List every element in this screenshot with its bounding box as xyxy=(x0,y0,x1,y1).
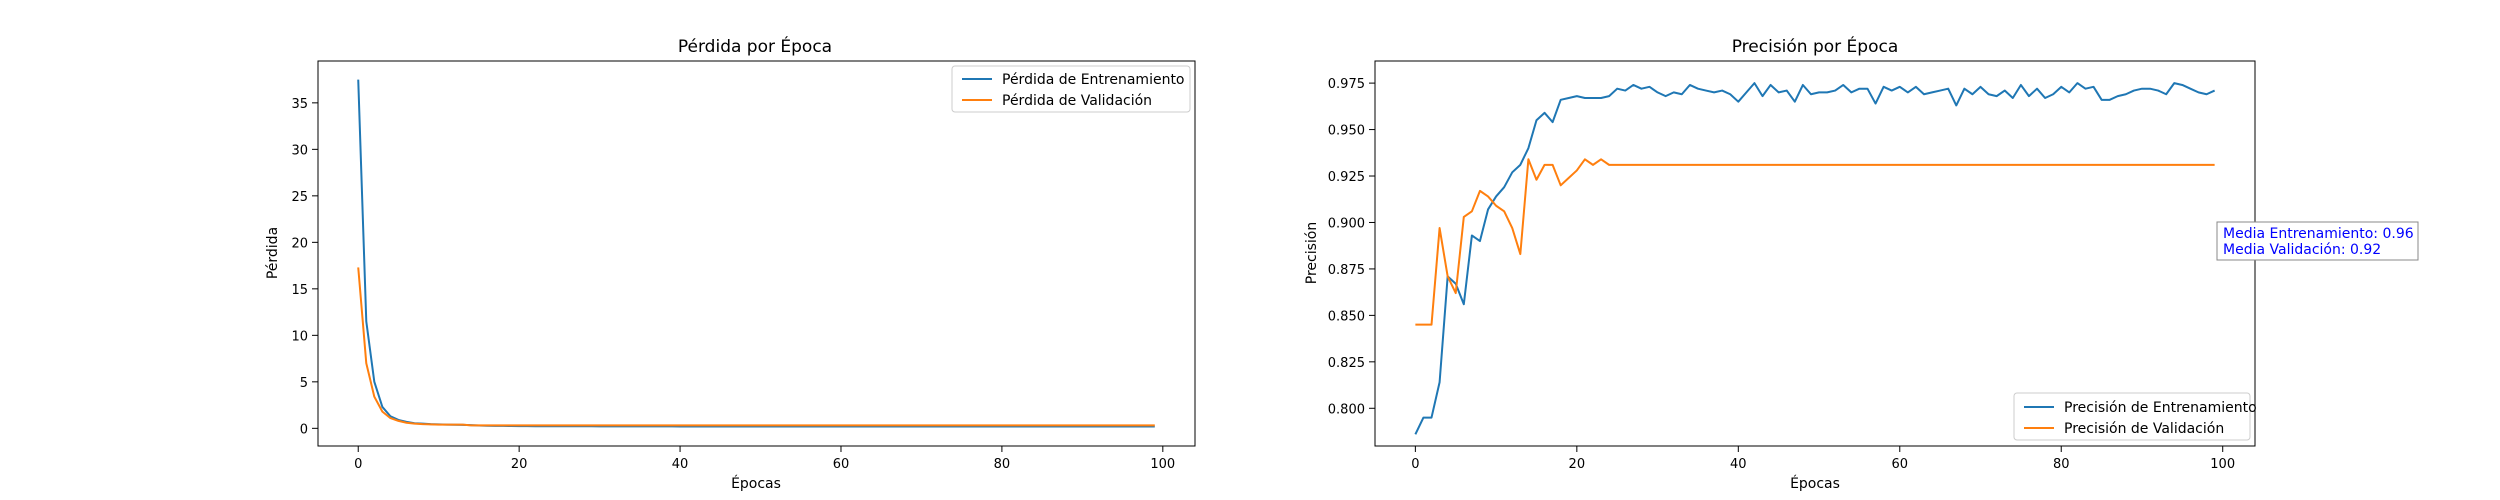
loss-y-tick-label: 25 xyxy=(291,190,308,205)
accuracy-y-tick-label: 0.825 xyxy=(1328,356,1365,371)
accuracy-x-tick-label: 20 xyxy=(1569,457,1586,472)
loss-y-tick-label: 15 xyxy=(291,283,308,298)
loss-x-axis-label: Épocas xyxy=(731,475,781,492)
loss-y-tick-label: 10 xyxy=(291,329,308,344)
loss-y-tick-label: 0 xyxy=(300,422,308,437)
accuracy-y-tick-label: 0.875 xyxy=(1328,263,1365,278)
accuracy-x-tick-label: 80 xyxy=(2053,457,2070,472)
loss-x-tick-label: 40 xyxy=(672,457,689,472)
mean-annotation-box xyxy=(2216,221,2419,261)
accuracy-legend-label-val: Precisión de Validación xyxy=(2064,421,2224,437)
loss-legend-label-val: Pérdida de Validación xyxy=(1002,93,1152,109)
accuracy-y-tick-label: 0.850 xyxy=(1328,309,1365,324)
mean-annotation-train: Media Entrenamiento: 0.96 xyxy=(2223,226,2414,242)
accuracy-series-train-line xyxy=(1414,82,2216,435)
loss-legend-label-train: Pérdida de Entrenamiento xyxy=(1002,72,1185,88)
loss-series-val-line xyxy=(357,267,1155,427)
accuracy-legend-box xyxy=(2013,392,2251,441)
loss-series-train-line xyxy=(357,79,1155,428)
loss-chart: Pérdida por Época 0 20 40 60 80 100 0 5 10 15 20 25… xyxy=(265,35,1196,492)
loss-y-axis-label: Pérdida xyxy=(265,227,281,279)
mean-annotation: Media Entrenamiento: 0.96 Media Validaci… xyxy=(2216,221,2419,261)
loss-x-tick-label: 20 xyxy=(511,457,528,472)
accuracy-legend: Precisión de Entrenamiento Precisión de … xyxy=(2013,392,2257,441)
mean-annotation-val: Media Validación: 0.92 xyxy=(2223,242,2381,258)
accuracy-chart: Precisión por Época 0 20 40 60 80 100 0.800 0.8… xyxy=(1304,35,2419,492)
accuracy-x-tick-label: 100 xyxy=(2210,457,2235,472)
accuracy-y-tick-label: 0.900 xyxy=(1328,216,1365,231)
accuracy-y-tick-label: 0.925 xyxy=(1328,170,1365,185)
accuracy-chart-title: Precisión por Época xyxy=(1732,35,1899,57)
accuracy-legend-label-train: Precisión de Entrenamiento xyxy=(2064,400,2257,416)
accuracy-plot-frame xyxy=(1374,60,2256,447)
accuracy-y-tick-label: 0.975 xyxy=(1328,77,1365,92)
accuracy-x-axis-label: Épocas xyxy=(1790,475,1840,492)
loss-x-tick-label: 60 xyxy=(833,457,850,472)
loss-y-tick-label: 5 xyxy=(300,376,308,391)
accuracy-y-tick-label: 0.800 xyxy=(1328,402,1365,417)
accuracy-x-tick-label: 40 xyxy=(1730,457,1747,472)
loss-plot-frame xyxy=(317,60,1196,447)
loss-x-tick-label: 80 xyxy=(994,457,1011,472)
loss-y-tick-label: 35 xyxy=(291,97,308,112)
loss-y-tick-label: 20 xyxy=(291,236,308,251)
accuracy-series-val-line xyxy=(1415,158,2215,326)
loss-x-tick-label: 100 xyxy=(1150,457,1175,472)
accuracy-y-tick-label: 0.950 xyxy=(1328,124,1365,139)
loss-legend: Pérdida de Entrenamiento Pérdida de Vali… xyxy=(951,65,1191,113)
accuracy-x-tick-label: 0 xyxy=(1411,457,1419,472)
loss-x-tick-label: 0 xyxy=(354,457,362,472)
loss-chart-title: Pérdida por Época xyxy=(678,35,832,57)
accuracy-x-tick-label: 60 xyxy=(1891,457,1908,472)
accuracy-y-axis-label: Precisión xyxy=(1304,222,1320,284)
loss-legend-box xyxy=(951,65,1191,113)
loss-y-tick-label: 30 xyxy=(291,143,308,158)
